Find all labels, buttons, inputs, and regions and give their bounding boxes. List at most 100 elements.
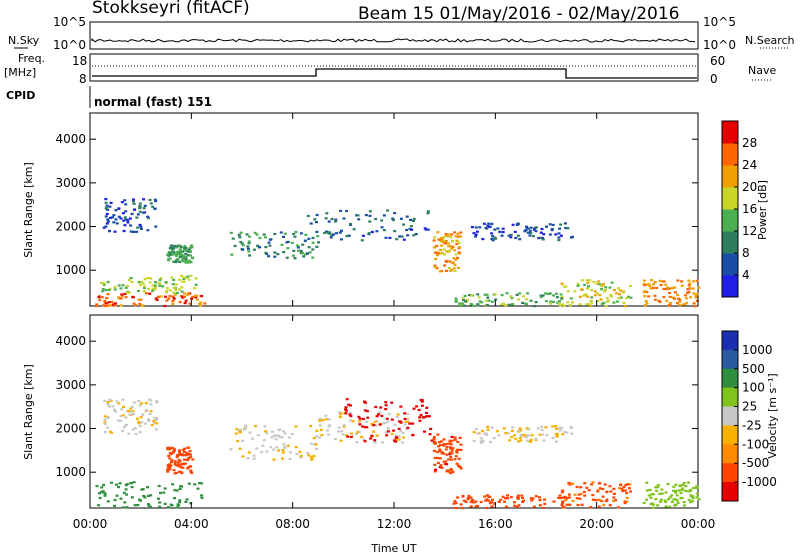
nsky-label: N.Sky [8, 34, 40, 47]
data-cell [588, 279, 592, 282]
data-cell [648, 285, 652, 288]
data-cell [167, 467, 171, 470]
data-cell [172, 297, 176, 300]
data-cell [680, 489, 684, 492]
data-cell [360, 239, 364, 242]
data-cell [130, 281, 134, 284]
data-cell [562, 285, 566, 288]
data-cell [186, 458, 190, 462]
beam-date-range: Beam 15 01/May/2016 - 02/May/2016 [358, 4, 679, 24]
data-cell [551, 436, 555, 439]
data-cell [174, 288, 178, 291]
data-cell [605, 498, 609, 501]
data-cell [645, 489, 649, 492]
power-colorbar-tick: 24 [742, 158, 757, 172]
data-cell [502, 427, 506, 430]
data-cell [601, 488, 605, 491]
data-cell [449, 472, 452, 475]
data-cell [440, 244, 444, 247]
data-cell [694, 296, 698, 299]
data-cell [412, 219, 415, 223]
data-cell [525, 298, 529, 301]
data-cell [476, 504, 480, 508]
data-cell [121, 506, 125, 509]
data-cell [570, 482, 574, 485]
data-cell [169, 503, 173, 506]
data-cell [570, 432, 574, 435]
x-axis-label: Time UT [370, 542, 416, 554]
data-cell [455, 242, 459, 246]
power-colorbar-segment [722, 187, 738, 210]
data-cell [500, 303, 504, 306]
data-cell [244, 426, 248, 429]
data-cell [521, 295, 525, 298]
data-cell [200, 494, 203, 497]
data-cell [469, 505, 473, 508]
data-cell [448, 245, 452, 248]
data-cell [142, 207, 146, 210]
data-cell [564, 226, 568, 230]
velocity-colorbar-segment [722, 444, 738, 464]
data-cell [517, 429, 521, 432]
data-cell [487, 222, 491, 225]
data-cell [538, 496, 541, 499]
x-tick-label: 00:00 [681, 517, 716, 531]
data-cell [598, 294, 602, 297]
data-cell [394, 434, 398, 437]
data-cell [191, 295, 195, 298]
data-cell [332, 233, 335, 236]
data-cell [119, 414, 123, 417]
data-cell [670, 500, 674, 503]
data-cell [104, 207, 108, 210]
data-cell [595, 282, 599, 285]
data-cell [466, 298, 469, 301]
data-cell [295, 244, 299, 247]
data-cell [647, 295, 651, 298]
data-cell [108, 205, 112, 208]
data-cell [141, 211, 145, 214]
data-cell [199, 304, 203, 307]
data-cell [237, 429, 241, 432]
data-cell [399, 430, 403, 433]
data-cell [117, 402, 121, 405]
data-cell [604, 499, 608, 503]
data-cell [346, 435, 350, 438]
data-cell [151, 284, 155, 287]
data-cell [329, 236, 333, 239]
data-cell [433, 264, 437, 267]
data-cell [604, 286, 608, 289]
data-cell [200, 295, 204, 298]
data-cell [462, 499, 466, 502]
data-cell [596, 490, 600, 493]
data-cell [370, 434, 374, 437]
data-cell [399, 421, 403, 424]
data-cell [577, 493, 581, 496]
data-cell [393, 212, 397, 215]
data-cell [510, 429, 514, 432]
data-cell [554, 440, 558, 443]
data-cell [102, 483, 106, 487]
data-cell [154, 225, 158, 228]
data-cell [189, 254, 192, 257]
data-cell [132, 198, 135, 201]
data-cell [386, 420, 390, 423]
data-cell [280, 436, 284, 439]
data-cell [392, 429, 396, 432]
data-cell [358, 417, 362, 420]
data-cell [672, 485, 676, 488]
data-cell [450, 435, 454, 438]
data-cell [166, 253, 170, 257]
data-cell [294, 425, 298, 428]
data-cell [124, 488, 128, 491]
data-cell [688, 490, 692, 493]
data-cell [178, 244, 182, 247]
data-cell [241, 244, 245, 247]
data-cell [448, 260, 452, 263]
data-cell [103, 494, 107, 497]
data-cell [183, 246, 187, 250]
data-cell [132, 481, 136, 484]
data-cell [360, 435, 364, 439]
data-cell [120, 293, 124, 296]
data-cell [678, 484, 682, 488]
data-cell [450, 247, 454, 250]
